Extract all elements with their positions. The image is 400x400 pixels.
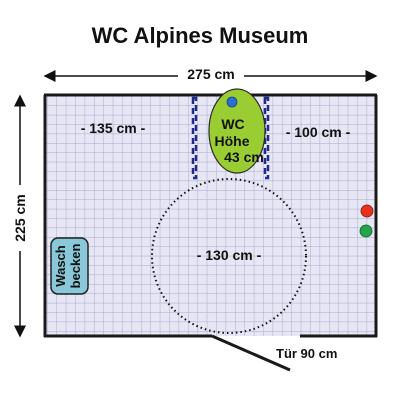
left-clearance-label: - 135 cm - <box>81 120 146 136</box>
wc-label-line3: 43 cm <box>224 149 264 165</box>
height-label: 225 cm <box>12 194 28 241</box>
alarm-red-icon <box>360 204 374 218</box>
alarm-green-icon <box>359 224 373 238</box>
wc-label-line2: Höhe <box>215 133 250 149</box>
wc-label-line1: WC <box>221 116 244 132</box>
page-title: WC Alpines Museum <box>92 23 309 48</box>
wc-toilet <box>208 88 266 174</box>
height-label-bg <box>10 185 30 251</box>
door-label: Tür 90 cm <box>276 346 337 361</box>
sink <box>50 237 89 295</box>
sink-label-line2: becken <box>68 244 83 289</box>
width-label: 275 cm <box>187 66 234 82</box>
right-clearance-label: - 100 cm - <box>286 124 351 140</box>
flush-button-icon <box>226 96 238 108</box>
turning-circle <box>151 178 307 334</box>
turning-circle-label: - 130 cm - <box>197 247 262 263</box>
door-leaf <box>211 334 291 372</box>
sink-label-line1: Wasch <box>53 245 68 286</box>
width-label-bg <box>178 64 244 86</box>
grab-bar-left <box>191 96 198 180</box>
